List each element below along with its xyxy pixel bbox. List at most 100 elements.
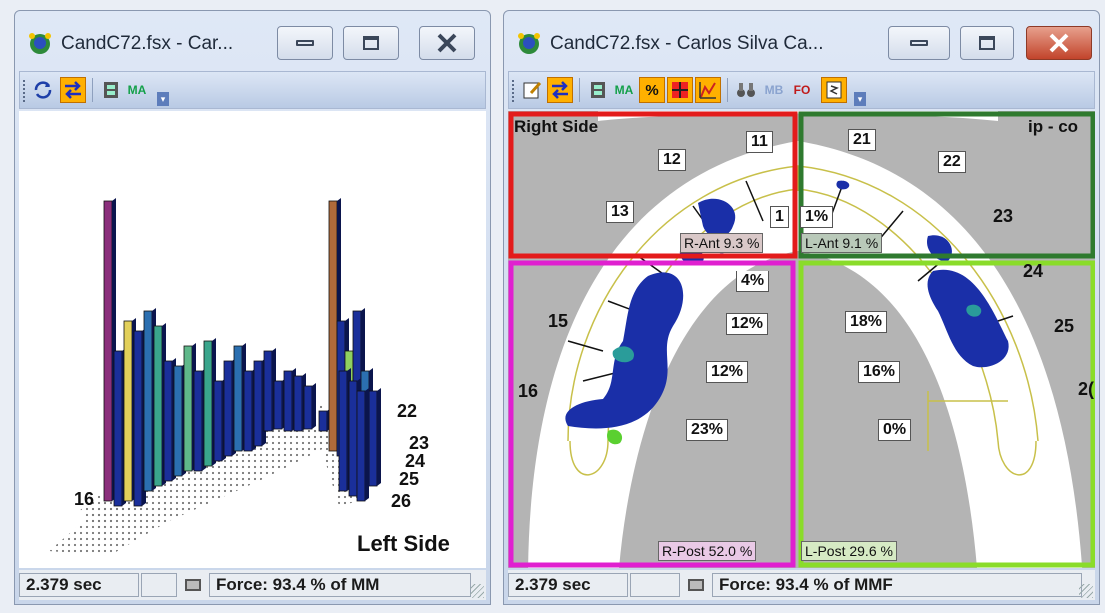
maximize-icon: [363, 36, 379, 50]
toolbar-grip[interactable]: [512, 80, 515, 102]
script-icon: [826, 81, 842, 99]
film-icon: [591, 82, 605, 98]
right-anterior-total: R-Ant 9.3 %: [680, 233, 764, 253]
force-bar: [203, 340, 213, 467]
swap-icon: [65, 81, 81, 99]
title-bar[interactable]: CandC72.fsx - Car...: [15, 11, 490, 69]
maximize-button[interactable]: [343, 26, 399, 60]
left-anterior-total: L-Ant 9.1 %: [801, 233, 883, 253]
tooth-label-23: 23: [409, 433, 430, 453]
percent-box-l-3: 0%: [878, 419, 912, 441]
toolbar-overflow-icon[interactable]: ▾: [157, 92, 169, 106]
tooth-label-12: 12: [658, 149, 686, 171]
tooth-label-24: 24: [405, 451, 426, 471]
fo-button[interactable]: FO: [793, 83, 811, 97]
force-bar-side: [365, 388, 369, 501]
toolbar-overflow-icon[interactable]: ▾: [854, 92, 866, 106]
swap-button[interactable]: [60, 77, 86, 103]
3d-bar-plot: [49, 198, 381, 556]
force-readout: Force: 93.4 % of MMF: [712, 573, 1082, 597]
force-bar: [233, 345, 243, 452]
force-bar: [193, 370, 203, 472]
force-bar: [153, 325, 163, 487]
maximize-button[interactable]: [960, 26, 1014, 60]
binoculars-icon: [737, 83, 755, 97]
force-bar: [213, 380, 223, 462]
status-bar: 2.379 sec Force: 93.4 % of MM: [19, 570, 486, 600]
tooth-label-25: 25: [399, 469, 420, 489]
ma-button[interactable]: MA: [127, 83, 147, 97]
percent-box-r-1: 12%: [726, 313, 769, 335]
left-posterior-total: L-Post 29.6 %: [801, 541, 897, 561]
close-icon: [1049, 33, 1069, 53]
right-posterior-frame: [508, 260, 796, 568]
view-header-label: ip - co: [1028, 117, 1079, 136]
force-bar: [253, 360, 263, 447]
force-bar: [318, 410, 328, 432]
grid-icon: [672, 82, 688, 98]
force-bar: [348, 380, 358, 497]
app-icon: [29, 33, 51, 54]
mb-button[interactable]: MB: [764, 83, 784, 97]
status-bar: 2.379 sec Force: 93.4 % of MMF: [508, 570, 1095, 600]
percent-button[interactable]: %: [639, 77, 665, 103]
refresh-button[interactable]: [30, 77, 56, 103]
tooth-label-23: 23: [993, 206, 1014, 226]
left-anterior-frame: [798, 111, 1095, 259]
binoculars-button[interactable]: [733, 77, 759, 103]
minimize-button[interactable]: [888, 26, 950, 60]
force-bar: [103, 200, 113, 502]
film-button[interactable]: [98, 77, 124, 103]
status-empty-cell: [141, 573, 177, 597]
script-button[interactable]: [821, 77, 847, 103]
edit-button[interactable]: [519, 77, 545, 103]
ma-button[interactable]: MA: [614, 83, 634, 97]
window-title: CandC72.fsx - Car...: [61, 33, 234, 54]
tooth-label-24: 24: [1023, 261, 1044, 281]
resize-grip[interactable]: [1079, 584, 1093, 598]
force-bar: [283, 370, 293, 432]
minimize-button[interactable]: [277, 26, 333, 60]
right-side-label: Right Side: [514, 117, 599, 136]
left-side-label: Left Side: [357, 531, 450, 556]
window-title: CandC72.fsx - Carlos Silva Ca...: [550, 33, 824, 54]
swap-button[interactable]: [547, 77, 573, 103]
force-bar: [123, 320, 133, 502]
title-bar[interactable]: CandC72.fsx - Carlos Silva Ca...: [504, 11, 1099, 69]
toolbar-grip[interactable]: [23, 80, 26, 102]
percent-box-r-3: 23%: [686, 419, 729, 441]
tooth-label-15: 15: [548, 311, 569, 331]
time-readout: 2.379 sec: [19, 573, 139, 597]
grid-button[interactable]: [667, 77, 693, 103]
swap-icon: [552, 81, 568, 99]
percent-box-l-1: 18%: [845, 311, 888, 333]
film-button[interactable]: [585, 77, 611, 103]
display-icon[interactable]: [688, 579, 704, 591]
tooth-label-11: 11: [746, 131, 773, 153]
force-bar: [273, 380, 283, 430]
percent-box-l-2: 16%: [858, 361, 901, 383]
minimize-icon: [910, 40, 928, 46]
minimize-icon: [296, 40, 314, 46]
left-window: CandC72.fsx - Car... MA ▾: [14, 10, 491, 605]
toolbar: MA % MB FO ▾: [508, 71, 1095, 109]
force-bar-side: [312, 383, 316, 429]
3d-force-view: 16 22 23 24 25 26 Left Side: [19, 111, 486, 568]
tooth-label-16: 16: [74, 489, 95, 509]
left-posterior-frame: [798, 260, 1095, 568]
app-icon: [518, 33, 540, 54]
close-button[interactable]: [419, 26, 475, 60]
resize-grip[interactable]: [470, 584, 484, 598]
close-button[interactable]: [1026, 26, 1092, 60]
chart-button[interactable]: [695, 77, 721, 103]
close-icon: [437, 33, 457, 53]
force-bar: [223, 360, 233, 457]
status-empty-cell: [630, 573, 680, 597]
force-bar: [356, 390, 366, 502]
tooth-label-25: 25: [1054, 316, 1075, 336]
display-icon[interactable]: [185, 579, 201, 591]
refresh-icon: [34, 81, 52, 99]
chart-icon: [699, 82, 716, 99]
force-bar-side: [377, 388, 381, 486]
force-bar: [328, 200, 338, 452]
